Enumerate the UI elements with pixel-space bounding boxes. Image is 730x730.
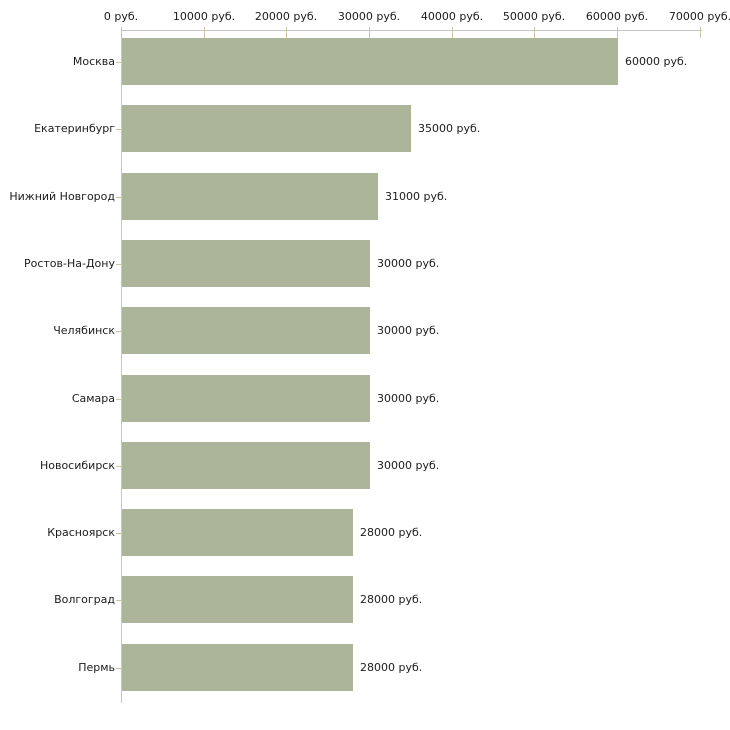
y-axis-tick — [116, 668, 121, 669]
x-axis-tick — [452, 27, 453, 38]
category-label: Новосибирск — [39, 459, 115, 472]
x-axis-tick — [204, 27, 205, 38]
category-label: Нижний Новгород — [9, 190, 115, 203]
x-axis-line — [121, 30, 702, 31]
x-axis-tick — [121, 27, 122, 38]
value-label: 35000 руб. — [418, 122, 481, 135]
bar — [122, 105, 411, 152]
x-axis-tick — [286, 27, 287, 38]
bar — [122, 576, 353, 623]
category-label: Пермь — [78, 661, 115, 674]
value-label: 28000 руб. — [360, 526, 423, 539]
y-axis-tick — [116, 466, 121, 467]
category-label: Екатеринбург — [34, 122, 115, 135]
category-label: Красноярск — [47, 526, 115, 539]
value-label: 30000 руб. — [377, 257, 440, 270]
x-axis-tick-label: 50000 руб. — [502, 10, 566, 23]
x-axis-tick-label: 0 руб. — [103, 10, 139, 23]
y-axis-tick — [116, 197, 121, 198]
y-axis-tick — [116, 533, 121, 534]
value-label: 60000 руб. — [625, 55, 688, 68]
value-label: 28000 руб. — [360, 593, 423, 606]
value-label: 31000 руб. — [385, 190, 448, 203]
x-axis-tick — [369, 27, 370, 38]
x-axis-tick-label: 30000 руб. — [337, 10, 401, 23]
bar — [122, 38, 618, 85]
category-label: Самара — [71, 392, 115, 405]
value-label: 30000 руб. — [377, 392, 440, 405]
value-label: 30000 руб. — [377, 324, 440, 337]
category-label: Челябинск — [53, 324, 115, 337]
x-axis-tick — [617, 27, 618, 38]
category-label: Москва — [72, 55, 115, 68]
bar — [122, 173, 378, 220]
x-axis-tick-label: 70000 руб. — [668, 10, 730, 23]
x-axis-tick-label: 20000 руб. — [254, 10, 318, 23]
bar — [122, 307, 370, 354]
bar — [122, 240, 370, 287]
bar — [122, 644, 353, 691]
y-axis-tick — [116, 600, 121, 601]
y-axis-tick — [116, 62, 121, 63]
category-label: Волгоград — [54, 593, 115, 606]
bar — [122, 375, 370, 422]
y-axis-tick — [116, 264, 121, 265]
y-axis-tick — [116, 331, 121, 332]
y-axis-line — [121, 30, 122, 703]
x-axis-tick-label: 10000 руб. — [172, 10, 236, 23]
value-label: 30000 руб. — [377, 459, 440, 472]
y-axis-tick — [116, 129, 121, 130]
x-axis-tick — [700, 27, 701, 38]
x-axis-tick-label: 60000 руб. — [585, 10, 649, 23]
bar — [122, 442, 370, 489]
y-axis-tick — [116, 399, 121, 400]
x-axis-tick — [534, 27, 535, 38]
category-label: Ростов-На-Дону — [23, 257, 115, 270]
bar — [122, 509, 353, 556]
value-label: 28000 руб. — [360, 661, 423, 674]
x-axis-tick-label: 40000 руб. — [420, 10, 484, 23]
